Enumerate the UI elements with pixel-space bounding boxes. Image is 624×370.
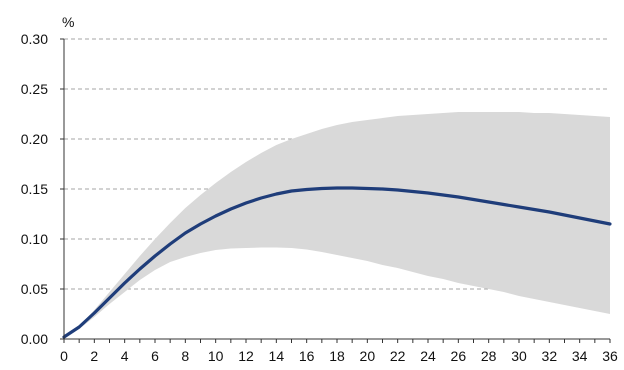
- x-tick-labels: 0 2 4 6 8 10 12 14 16 18 20 22 24 26 28 30 32 34 36: [60, 348, 618, 364]
- x-tick-label: 14: [269, 348, 285, 364]
- y-unit-label: %: [62, 14, 74, 30]
- y-tick-label: 0.00: [21, 331, 48, 347]
- x-tick-label: 6: [151, 348, 159, 364]
- y-tick-label: 0.20: [21, 131, 48, 147]
- y-tick-label: 0.25: [21, 81, 48, 97]
- confidence-band-layer: [64, 112, 610, 337]
- series-layer: [62, 186, 612, 339]
- x-tick-label: 18: [329, 348, 345, 364]
- x-tick-label: 26: [451, 348, 467, 364]
- x-tick-label: 22: [390, 348, 406, 364]
- y-tick-labels: 0.00 0.05 0.10 0.15 0.20 0.25 0.30: [21, 31, 48, 347]
- x-tick-label: 34: [572, 348, 588, 364]
- x-tick-label: 20: [360, 348, 376, 364]
- y-tick-label: 0.10: [21, 231, 48, 247]
- y-tick-label: 0.15: [21, 181, 48, 197]
- y-tick-label: 0.05: [21, 281, 48, 297]
- y-tick-label: 0.30: [21, 31, 48, 47]
- x-tick-label: 8: [181, 348, 189, 364]
- x-tick-label: 4: [121, 348, 129, 364]
- axes: [60, 38, 611, 343]
- x-tick-label: 24: [420, 348, 436, 364]
- confidence-band: [64, 112, 610, 337]
- x-tick-label: 0: [60, 348, 68, 364]
- series-line: [62, 186, 612, 339]
- x-tick-label: 16: [299, 348, 315, 364]
- x-tick-label: 36: [602, 348, 618, 364]
- x-tick-label: 30: [511, 348, 527, 364]
- x-tick-label: 32: [542, 348, 558, 364]
- x-tick-label: 28: [481, 348, 497, 364]
- x-tick-label: 12: [238, 348, 254, 364]
- x-tick-label: 2: [90, 348, 98, 364]
- x-tick-label: 10: [208, 348, 224, 364]
